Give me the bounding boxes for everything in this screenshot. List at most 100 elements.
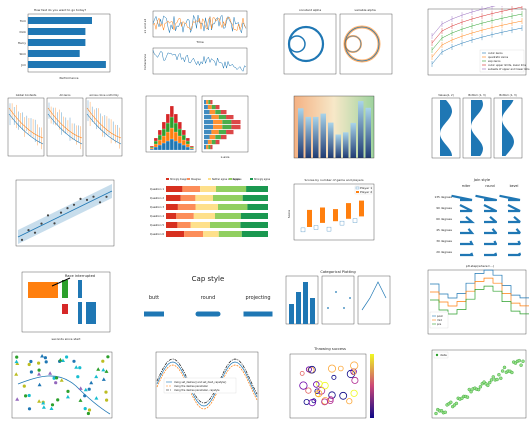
- side-hist-bar: [222, 125, 232, 130]
- gradient-bar: [298, 108, 304, 158]
- err-series: [431, 6, 496, 37]
- box-legend-1: Player 1: [360, 186, 372, 190]
- vpanel-frame: [85, 97, 123, 157]
- join-shape: [460, 240, 474, 246]
- triangle-marker: [49, 406, 54, 410]
- vpanel-title: across clone uniformly: [89, 93, 119, 97]
- stacked-row-label: Question 2: [150, 196, 164, 200]
- hbar-xlabel: Performance: [59, 76, 78, 80]
- stacked-segment: [180, 195, 196, 201]
- tri-hist-bar: [169, 138, 174, 151]
- errlines-legend-label: cubic zeros: [488, 51, 503, 55]
- stacked-legend-swatch: [187, 178, 190, 180]
- stair-point: [449, 400, 453, 404]
- side-hist-bar: [207, 140, 212, 145]
- stacked-row-label: Question 5: [150, 223, 164, 227]
- circle-marker: [37, 361, 41, 365]
- tri-hist-bar: [149, 147, 154, 150]
- stacked-segment: [218, 204, 248, 210]
- stair-point: [500, 369, 505, 373]
- box-body: [346, 203, 351, 219]
- steps-legend-label: pre: [437, 323, 442, 326]
- err-series: [431, 27, 523, 65]
- circle-marker: [104, 390, 108, 394]
- tile-noise-plot: s1 and s2 Coherence Time: [141, 6, 251, 81]
- noise-top-label: s1 and s2: [143, 19, 147, 34]
- tri-hist-bar: [181, 139, 186, 146]
- stacked-legend-label: Agree: [233, 178, 240, 181]
- stair-point: [454, 401, 459, 406]
- tri-hist-bar: [149, 146, 154, 149]
- triangle-marker: [94, 396, 99, 400]
- stacked-segment: [247, 204, 268, 210]
- triangle-marker: [15, 397, 20, 401]
- hbar-label: Jim: [20, 63, 26, 67]
- circle-marker: [87, 408, 92, 412]
- tri-hist-bar: [161, 121, 166, 130]
- tri-hist-bar: [177, 142, 182, 151]
- reg-point: [33, 231, 37, 234]
- throw-ring: [351, 376, 359, 384]
- box-body: [320, 207, 325, 223]
- side-hist-bar: [220, 110, 227, 115]
- tile-scatter-shapes: [8, 350, 116, 426]
- triangle-marker: [59, 378, 64, 382]
- tri-hist-bar: [181, 129, 186, 136]
- violin-body: [440, 100, 452, 156]
- tri-hist-bar: [173, 140, 178, 151]
- err-series: [431, 6, 523, 44]
- stacked-segment: [240, 213, 268, 219]
- vpanel-curve: [8, 107, 44, 139]
- join-shape: [460, 228, 475, 235]
- tri-hist-bar: [189, 146, 194, 149]
- hbar-bar: [28, 39, 86, 46]
- join-title: Join style: [473, 178, 491, 182]
- side-hist-bar: [204, 100, 207, 105]
- reg-point: [53, 222, 56, 225]
- triangle-marker: [101, 377, 106, 381]
- side-hist-bar: [220, 135, 227, 140]
- stair-point: [495, 377, 499, 382]
- errlines-legend-label: quadratic zeros: [488, 55, 509, 59]
- tri-hist-bar: [165, 113, 170, 124]
- stacked-legend-swatch: [229, 178, 232, 180]
- triangle-marker: [65, 394, 70, 399]
- stair-point: [434, 411, 438, 416]
- join-shape: [484, 215, 498, 224]
- sine-series: [156, 358, 258, 404]
- join-row-label: 45 degrees: [436, 228, 452, 232]
- hbar-label: Dick: [19, 30, 26, 34]
- side-hist-bar: [206, 145, 209, 150]
- stacked-row-label: Question 4: [150, 214, 164, 218]
- triangle-marker: [74, 365, 79, 369]
- steps-title: plt.step(where=...): [466, 264, 494, 268]
- tri-hist-bar: [177, 128, 182, 137]
- sine-legend-label: Using the dashes parameter: [174, 385, 208, 388]
- stacked-segment: [210, 222, 241, 228]
- hbar-label: Harry: [18, 41, 27, 45]
- box-body: [333, 209, 338, 222]
- gradient-bar: [365, 107, 371, 158]
- stair-point: [489, 378, 494, 382]
- side-hist-bar: [218, 130, 227, 135]
- circle-marker: [54, 381, 58, 385]
- side-hist-bar: [207, 105, 212, 110]
- circle-marker: [86, 411, 90, 416]
- circles-left-title: constant alpha: [299, 8, 321, 12]
- box-marker: [326, 226, 332, 232]
- sine-legend-label: Using set_dashes() and set_dash_capstyle…: [174, 381, 226, 384]
- stair-point: [497, 373, 501, 377]
- vpanel-curve: [47, 113, 83, 145]
- tile-hbar-chart: How fast do you want to go today? Tom Dic…: [6, 6, 114, 81]
- tri-hist-bar: [189, 145, 194, 148]
- circle-marker: [56, 398, 60, 402]
- tri-hist-bar: [181, 144, 186, 151]
- stacked-segment: [184, 231, 204, 237]
- box-ylabel: Score: [287, 210, 291, 219]
- side-hist-bar: [204, 145, 207, 150]
- tri-hist-bar: [189, 147, 194, 150]
- tri-hist-bar: [173, 113, 178, 124]
- vpanel-curve: [86, 113, 122, 145]
- reg-point: [72, 203, 76, 206]
- triangle-marker: [14, 372, 19, 376]
